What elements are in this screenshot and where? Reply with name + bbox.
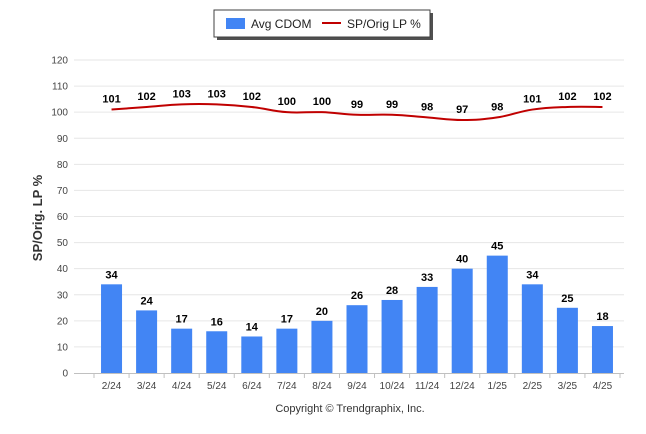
line-value-label-4-25: 102	[593, 91, 611, 103]
x-tick-label-2-25: 2/25	[523, 381, 543, 392]
bar-4-24	[171, 328, 193, 373]
bar-value-label-5-24: 16	[211, 316, 223, 328]
x-tick-label-12-24: 12/24	[450, 381, 475, 392]
bar-12-24	[451, 268, 473, 373]
bar-6-24	[241, 336, 263, 373]
y-tick-label-10: 10	[57, 342, 69, 353]
line-value-label-4-24: 103	[172, 88, 190, 100]
y-tick-label-110: 110	[52, 82, 68, 93]
data-labels: 34 24 17 16 14 17 20 26 28 33 40 45 34 25 18 101 102 103 1…	[102, 88, 611, 333]
line-value-label-11-24: 98	[421, 101, 433, 113]
y-tick-label-40: 40	[57, 264, 69, 275]
line-sp-orig-lp	[111, 102, 603, 121]
bar-series-avg-cdom	[101, 255, 613, 373]
x-tick-label-4-24: 4/24	[172, 381, 192, 392]
bar-value-label-10-24: 28	[386, 285, 398, 297]
bar-2-25	[521, 284, 543, 373]
x-tick-label-3-25: 3/25	[558, 381, 578, 392]
y-tick-label-100: 100	[51, 108, 68, 119]
bar-3-24	[136, 310, 158, 373]
line-value-label-3-24: 102	[137, 91, 155, 103]
legend[interactable]: Avg CDOM SP/Orig LP %	[213, 9, 433, 40]
legend-label-sp-orig-lp[interactable]: SP/Orig LP %	[347, 17, 421, 31]
x-tick-label-9-24: 9/24	[347, 381, 367, 392]
copyright-footer: Copyright © Trendgraphix, Inc.	[275, 403, 424, 415]
x-tick-label-8-24: 8/24	[312, 381, 332, 392]
bar-value-label-1-25: 45	[491, 241, 503, 253]
line-value-label-10-24: 99	[386, 99, 398, 111]
bar-5-24	[206, 331, 228, 373]
bar-1-25	[486, 255, 508, 373]
line-value-label-1-25: 98	[491, 101, 503, 113]
bar-value-label-3-24: 24	[140, 295, 153, 307]
line-value-label-12-24: 97	[456, 104, 468, 116]
x-tick-label-10-24: 10/24	[380, 381, 405, 392]
bar-value-label-8-24: 20	[316, 306, 328, 318]
gridlines	[74, 59, 624, 348]
bar-value-label-2-25: 34	[526, 269, 539, 281]
legend-label-avg-cdom[interactable]: Avg CDOM	[251, 17, 311, 31]
x-tick-label-2-24: 2/24	[102, 381, 122, 392]
line-value-label-5-24: 103	[208, 88, 226, 100]
bar-value-label-6-24: 14	[246, 321, 259, 333]
y-tick-label-90: 90	[57, 134, 69, 145]
x-tick-label-11-24: 11/24	[415, 381, 440, 392]
x-tick-label-3-24: 3/24	[137, 381, 157, 392]
bar-value-label-3-25: 25	[561, 293, 573, 305]
x-tick-label-7-24: 7/24	[277, 381, 297, 392]
legend-swatch-avg-cdom	[226, 18, 245, 29]
line-value-label-2-25: 101	[523, 94, 541, 106]
y-axis-title: SP/Orig. LP %	[30, 174, 45, 261]
y-tick-label-80: 80	[57, 160, 69, 171]
x-tick-label-1-25: 1/25	[488, 381, 508, 392]
y-tick-label-30: 30	[57, 290, 69, 301]
bar-value-label-11-24: 33	[421, 272, 433, 284]
bar-11-24	[416, 286, 438, 373]
line-value-label-9-24: 99	[351, 99, 363, 111]
bar-4-25	[591, 326, 613, 373]
y-tick-label-70: 70	[57, 186, 69, 197]
bar-value-label-9-24: 26	[351, 290, 363, 302]
y-tick-label-20: 20	[57, 316, 69, 327]
line-value-label-8-24: 100	[313, 96, 331, 108]
bar-2-24	[101, 284, 123, 373]
line-value-label-3-25: 102	[558, 91, 576, 103]
x-tick-label-6-24: 6/24	[242, 381, 262, 392]
bar-value-label-12-24: 40	[456, 254, 468, 266]
bar-10-24	[381, 299, 403, 373]
bar-value-label-4-24: 17	[176, 314, 188, 326]
x-tick-label-5-24: 5/24	[207, 381, 227, 392]
y-tick-label-0: 0	[62, 369, 68, 380]
line-value-label-6-24: 102	[243, 91, 261, 103]
x-tick-label-4-25: 4/25	[593, 381, 613, 392]
line-value-label-7-24: 100	[278, 96, 296, 108]
y-tick-label-120: 120	[51, 56, 68, 67]
bar-8-24	[311, 320, 333, 373]
line-series-sp-orig-lp	[111, 102, 603, 121]
bar-value-label-4-25: 18	[596, 311, 608, 323]
y-tick-label-60: 60	[57, 212, 69, 223]
y-tick-label-50: 50	[57, 238, 69, 249]
line-value-label-2-24: 101	[102, 94, 120, 106]
bar-9-24	[346, 305, 368, 373]
axes: 0 10 20 30 40 50 60 70 80 90 100 110 120 2/24 3/24 4/24…	[51, 56, 624, 392]
bar-3-25	[556, 307, 578, 373]
bar-value-label-2-24: 34	[105, 269, 118, 281]
bar-7-24	[276, 328, 298, 373]
bar-value-label-7-24: 17	[281, 314, 293, 326]
